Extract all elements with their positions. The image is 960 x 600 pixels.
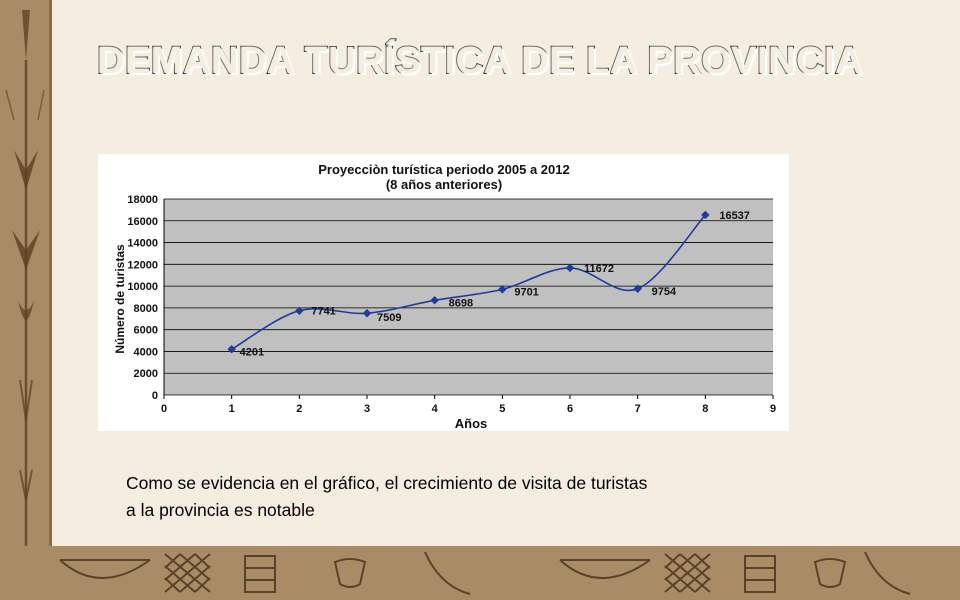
line-chart: Proyecciòn turística periodo 2005 a 2012… — [113, 162, 776, 431]
y-axis-label: Número de turistas — [113, 244, 127, 354]
x-tick-label: 6 — [567, 403, 573, 415]
y-tick-label: 8000 — [134, 303, 158, 315]
data-point — [430, 296, 439, 305]
x-tick-label: 7 — [635, 403, 641, 415]
plot-area — [164, 199, 773, 395]
left-decorative-border — [0, 0, 52, 600]
chart-title: Proyecciòn turística periodo 2005 a 2012 — [318, 162, 569, 177]
x-tick-label: 5 — [499, 403, 505, 415]
x-tick-label: 2 — [296, 403, 302, 415]
pottery-ornament-icon — [59, 551, 911, 595]
data-label: 7741 — [311, 306, 335, 318]
data-label: 9701 — [514, 286, 538, 298]
x-tick-label: 9 — [770, 403, 776, 415]
y-tick-label: 2000 — [134, 368, 158, 380]
caption-line-1: Como se evidencia en el gráfico, el crec… — [126, 473, 648, 493]
y-tick-label: 12000 — [127, 259, 158, 271]
y-tick-label: 0 — [152, 390, 158, 402]
spear-ornament-icon — [5, 10, 45, 590]
data-label: 16537 — [719, 210, 750, 222]
data-point — [362, 308, 372, 318]
data-point — [227, 345, 236, 354]
y-tick-label: 14000 — [127, 238, 158, 250]
chart-container: Proyecciòn turística periodo 2005 a 2012… — [98, 154, 789, 431]
y-tick-label: 16000 — [127, 216, 158, 228]
y-tick-label: 18000 — [127, 194, 158, 206]
data-label: 7509 — [377, 312, 401, 324]
chart-subtitle: (8 años anteriores) — [386, 177, 502, 192]
bottom-decorative-border — [0, 546, 960, 600]
data-label: 4201 — [240, 346, 264, 358]
data-point — [295, 306, 304, 315]
x-tick-label: 0 — [161, 403, 167, 415]
x-tick-label: 8 — [702, 403, 708, 415]
x-tick-label: 3 — [364, 403, 370, 415]
y-tick-label: 4000 — [134, 346, 158, 358]
caption-text: Como se evidencia en el gráfico, el crec… — [126, 470, 826, 524]
data-label: 11672 — [584, 263, 614, 275]
data-point — [498, 285, 507, 294]
data-label: 8698 — [449, 297, 473, 309]
x-tick-label: 4 — [432, 403, 439, 415]
y-tick-label: 6000 — [134, 325, 158, 337]
slide-title: DEMANDA TURÍSTICA DE LA PROVINCIA — [96, 39, 863, 83]
y-tick-label: 10000 — [127, 281, 158, 293]
data-label: 9754 — [652, 286, 677, 298]
x-tick-label: 1 — [229, 403, 235, 415]
caption-line-2: a la provincia es notable — [126, 500, 315, 520]
x-axis-label: Años — [455, 416, 488, 431]
